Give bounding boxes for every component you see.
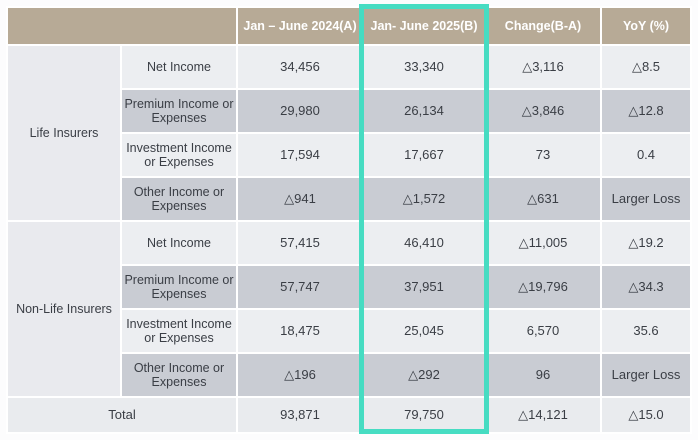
value-cell: 17,667 (364, 134, 484, 176)
value-cell: △19.2 (602, 222, 690, 264)
item-label-cell: Premium Income or Expenses (122, 266, 236, 308)
item-label-cell: Net Income (122, 46, 236, 88)
value-cell: △12.8 (602, 90, 690, 132)
value-cell: △631 (486, 178, 600, 220)
value-cell: △34.3 (602, 266, 690, 308)
table-row: Investment Income or Expenses 17,594 17,… (8, 134, 690, 176)
corner-header-cell (8, 8, 236, 44)
group-cell-nonlife: Non-Life Insurers (8, 222, 120, 396)
item-label-cell: Premium Income or Expenses (122, 90, 236, 132)
value-cell: Larger Loss (602, 354, 690, 396)
total-value-cell: 79,750 (364, 398, 484, 432)
group-cell-life: Life Insurers (8, 46, 120, 220)
value-cell: 25,045 (364, 310, 484, 352)
col-header-yoy: YoY (%) (602, 8, 690, 44)
table-row: Premium Income or Expenses 29,980 26,134… (8, 90, 690, 132)
item-label-cell: Other Income or Expenses (122, 354, 236, 396)
item-label-cell: Other Income or Expenses (122, 178, 236, 220)
value-cell: Larger Loss (602, 178, 690, 220)
table-row: Premium Income or Expenses 57,747 37,951… (8, 266, 690, 308)
table-row: Other Income or Expenses △941 △1,572 △63… (8, 178, 690, 220)
value-cell: △8.5 (602, 46, 690, 88)
income-summary-table: Jan – June 2024(A) Jan- June 2025(B) Cha… (6, 6, 692, 434)
value-cell: 18,475 (238, 310, 362, 352)
value-cell: 57,415 (238, 222, 362, 264)
value-cell: △941 (238, 178, 362, 220)
col-header-period-b: Jan- June 2025(B) (364, 8, 484, 44)
value-cell: △19,796 (486, 266, 600, 308)
col-header-change: Change(B-A) (486, 8, 600, 44)
value-cell: 33,340 (364, 46, 484, 88)
header-row: Jan – June 2024(A) Jan- June 2025(B) Cha… (8, 8, 690, 44)
value-cell: △196 (238, 354, 362, 396)
value-cell: 17,594 (238, 134, 362, 176)
total-value-cell: 93,871 (238, 398, 362, 432)
item-label-cell: Net Income (122, 222, 236, 264)
value-cell: 0.4 (602, 134, 690, 176)
value-cell: 34,456 (238, 46, 362, 88)
value-cell: △292 (364, 354, 484, 396)
value-cell: △3,846 (486, 90, 600, 132)
value-cell: 29,980 (238, 90, 362, 132)
total-label-cell: Total (8, 398, 236, 432)
value-cell: 57,747 (238, 266, 362, 308)
table-row: Life Insurers Net Income 34,456 33,340 △… (8, 46, 690, 220)
value-cell: 46,410 (364, 222, 484, 264)
total-row: Total 93,871 79,750 △14,121 △15.0 (8, 398, 690, 432)
value-cell: 37,951 (364, 266, 484, 308)
table-row: Investment Income or Expenses 18,475 25,… (8, 310, 690, 352)
value-cell: 35.6 (602, 310, 690, 352)
col-header-period-a: Jan – June 2024(A) (238, 8, 362, 44)
value-cell: △3,116 (486, 46, 600, 88)
value-cell: 26,134 (364, 90, 484, 132)
table-row: Non-Life Insurers Net Income 57,415 46,4… (8, 222, 690, 396)
value-cell: △11,005 (486, 222, 600, 264)
total-value-cell: △15.0 (602, 398, 690, 432)
value-cell: 6,570 (486, 310, 600, 352)
item-label-cell: Investment Income or Expenses (122, 134, 236, 176)
value-cell: △1,572 (364, 178, 484, 220)
value-cell: 96 (486, 354, 600, 396)
total-value-cell: △14,121 (486, 398, 600, 432)
value-cell: 73 (486, 134, 600, 176)
item-label-cell: Investment Income or Expenses (122, 310, 236, 352)
table-row: Other Income or Expenses △196 △292 96 La… (8, 354, 690, 396)
